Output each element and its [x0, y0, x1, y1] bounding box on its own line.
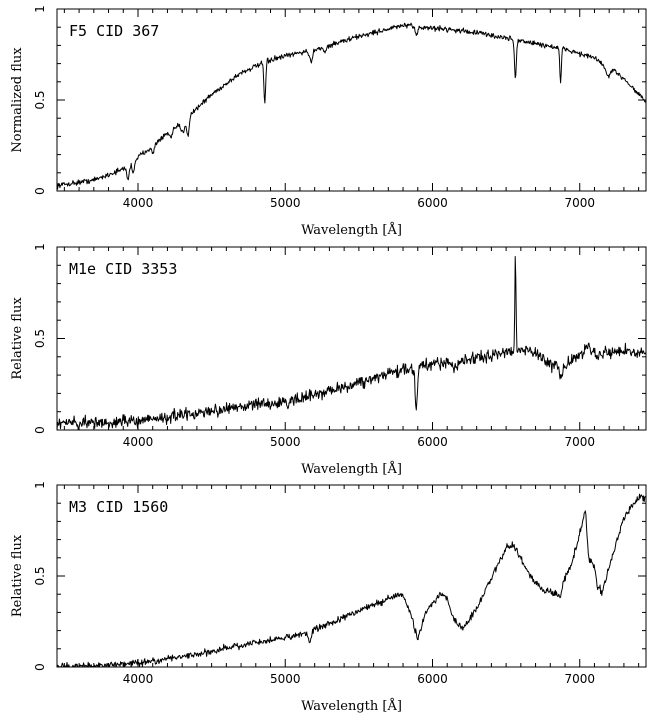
y-axis-label: Relative flux — [10, 534, 25, 617]
spectrum-line — [56, 493, 647, 668]
x-tick-label: 7000 — [564, 435, 595, 449]
panel-title: M1e CID 3353 — [69, 260, 177, 278]
x-tick-label: 6000 — [417, 435, 448, 449]
y-tick-label: 0.5 — [33, 90, 47, 109]
x-tick-label: 4000 — [123, 672, 154, 686]
x-axis-label: Wavelength [Å] — [301, 461, 402, 477]
y-tick-label: 0 — [33, 187, 47, 195]
chart-panel-2: 4000 5000 6000 7000 0 0.5 1 Wavelength [Å] Relat… — [10, 243, 647, 477]
x-axis-label: Wavelength [Å] — [301, 222, 402, 238]
x-tick-label: 5000 — [270, 196, 301, 210]
chart-panel-1: 4000 5000 6000 7000 0 0.5 1 Wavelength [Å] Norma… — [10, 5, 647, 238]
x-axis-label: Wavelength [Å] — [301, 698, 402, 714]
x-tick-label: 6000 — [417, 196, 448, 210]
x-tick-label: 7000 — [564, 672, 595, 686]
spectrum-line — [56, 256, 647, 431]
panel-title: M3 CID 1560 — [69, 498, 168, 516]
spectrum-line — [56, 22, 647, 190]
panel-title: F5 CID 367 — [69, 22, 159, 40]
y-tick-label: 0 — [33, 426, 47, 434]
x-tick-label: 5000 — [270, 672, 301, 686]
x-tick-label: 7000 — [564, 196, 595, 210]
x-tick-label: 4000 — [123, 196, 154, 210]
chart-panel-3: 4000 5000 6000 7000 0 0.5 1 Wavelength [Å] Relat… — [10, 481, 647, 714]
y-axis-label: Normalized flux — [10, 47, 25, 153]
x-tick-label: 4000 — [123, 435, 154, 449]
y-tick-label: 0 — [33, 663, 47, 671]
x-tick-label: 5000 — [270, 435, 301, 449]
y-tick-label: 0.5 — [33, 329, 47, 348]
y-tick-label: 1 — [33, 243, 47, 251]
y-axis-label: Relative flux — [10, 297, 25, 380]
x-tick-label: 6000 — [417, 672, 448, 686]
y-tick-label: 0.5 — [33, 566, 47, 585]
y-tick-label: 1 — [33, 5, 47, 13]
y-tick-label: 1 — [33, 481, 47, 489]
